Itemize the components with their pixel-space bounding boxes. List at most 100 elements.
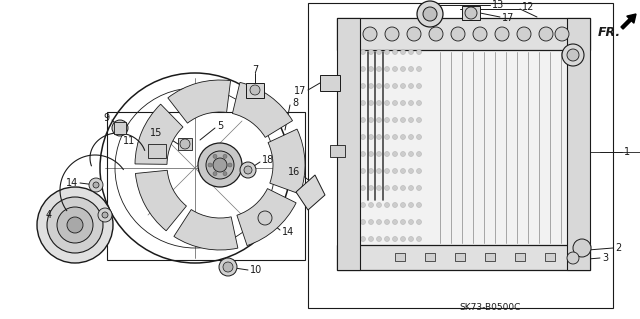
Circle shape	[392, 100, 397, 106]
Circle shape	[376, 168, 381, 174]
Circle shape	[360, 84, 365, 88]
Text: 8: 8	[292, 98, 298, 108]
Bar	[148, 144, 166, 158]
Circle shape	[417, 135, 422, 139]
Circle shape	[417, 236, 422, 241]
Bar	[330, 145, 345, 157]
Circle shape	[258, 211, 272, 225]
Circle shape	[392, 135, 397, 139]
Text: 16: 16	[288, 167, 300, 177]
Circle shape	[392, 236, 397, 241]
Circle shape	[213, 154, 217, 158]
Circle shape	[180, 139, 190, 149]
Circle shape	[208, 163, 212, 167]
Circle shape	[369, 49, 374, 55]
Text: 4: 4	[46, 210, 52, 220]
Circle shape	[369, 203, 374, 207]
Bar	[462, 6, 480, 20]
Circle shape	[465, 7, 477, 19]
Circle shape	[385, 117, 390, 122]
Circle shape	[228, 163, 232, 167]
Circle shape	[401, 84, 406, 88]
Text: 7: 7	[252, 65, 258, 75]
Polygon shape	[337, 245, 590, 270]
Circle shape	[89, 178, 103, 192]
Text: 10: 10	[250, 265, 262, 275]
Circle shape	[417, 168, 422, 174]
Wedge shape	[237, 189, 296, 246]
Circle shape	[385, 135, 390, 139]
Circle shape	[37, 187, 113, 263]
Circle shape	[562, 44, 584, 66]
Circle shape	[401, 117, 406, 122]
Bar	[515, 253, 525, 261]
Circle shape	[555, 27, 569, 41]
Circle shape	[417, 186, 422, 190]
Circle shape	[408, 49, 413, 55]
Circle shape	[385, 219, 390, 225]
Circle shape	[417, 49, 422, 55]
Bar	[114, 122, 126, 134]
Circle shape	[567, 252, 579, 264]
Wedge shape	[232, 82, 292, 137]
Circle shape	[417, 203, 422, 207]
Circle shape	[385, 236, 390, 241]
Circle shape	[385, 186, 390, 190]
Text: 17: 17	[502, 13, 515, 23]
Circle shape	[67, 217, 83, 233]
Circle shape	[360, 66, 365, 71]
Text: 9: 9	[104, 113, 110, 123]
Circle shape	[369, 186, 374, 190]
Text: 12: 12	[522, 2, 534, 12]
Circle shape	[369, 168, 374, 174]
Circle shape	[401, 100, 406, 106]
Polygon shape	[337, 18, 360, 270]
Wedge shape	[168, 80, 230, 123]
Circle shape	[376, 219, 381, 225]
Circle shape	[376, 236, 381, 241]
Circle shape	[376, 66, 381, 71]
Circle shape	[408, 236, 413, 241]
Bar	[107, 112, 305, 260]
Bar	[545, 253, 555, 261]
Circle shape	[57, 207, 93, 243]
Circle shape	[369, 117, 374, 122]
Circle shape	[385, 49, 390, 55]
Circle shape	[567, 49, 579, 61]
Circle shape	[392, 219, 397, 225]
Circle shape	[401, 186, 406, 190]
FancyArrow shape	[621, 14, 636, 29]
Circle shape	[392, 152, 397, 157]
Text: 3: 3	[602, 253, 608, 263]
Circle shape	[385, 66, 390, 71]
Circle shape	[408, 84, 413, 88]
Circle shape	[385, 27, 399, 41]
Circle shape	[102, 212, 108, 218]
Text: SK73-B0500C: SK73-B0500C	[460, 303, 521, 313]
Circle shape	[407, 27, 421, 41]
Circle shape	[360, 168, 365, 174]
Bar	[395, 253, 405, 261]
Circle shape	[392, 117, 397, 122]
Circle shape	[408, 186, 413, 190]
Circle shape	[360, 186, 365, 190]
Circle shape	[376, 135, 381, 139]
Circle shape	[473, 27, 487, 41]
Circle shape	[401, 49, 406, 55]
Circle shape	[385, 152, 390, 157]
Circle shape	[392, 168, 397, 174]
Circle shape	[417, 117, 422, 122]
Circle shape	[360, 152, 365, 157]
Circle shape	[392, 66, 397, 71]
Circle shape	[213, 158, 227, 172]
Bar	[485, 253, 495, 261]
Wedge shape	[135, 104, 183, 164]
Circle shape	[408, 219, 413, 225]
Text: 14: 14	[282, 227, 294, 237]
Circle shape	[417, 66, 422, 71]
Bar	[425, 253, 435, 261]
Circle shape	[223, 262, 233, 272]
Circle shape	[408, 168, 413, 174]
Text: 11: 11	[123, 136, 135, 146]
Circle shape	[401, 236, 406, 241]
